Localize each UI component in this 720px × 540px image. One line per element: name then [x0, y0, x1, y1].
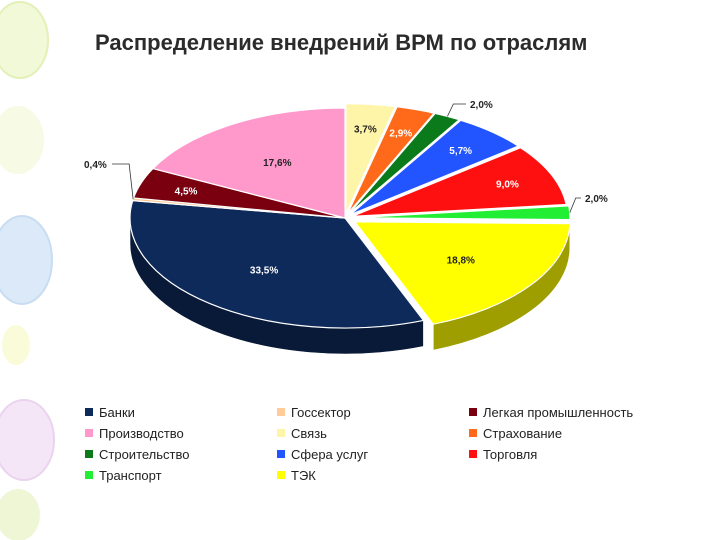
pie-label-5: 9,0%	[496, 180, 519, 191]
pie-chart: 3,7% 2,9% 2,0% 5,7% 9,0% 2,0% 18,8% 33,5% 0,4% 4,…	[84, 100, 608, 355]
leader-line-3	[447, 103, 466, 117]
legend-swatch	[277, 450, 285, 458]
pie-label-9: 0,4%	[84, 160, 107, 171]
pie-label-1: 3,7%	[354, 124, 377, 135]
pie-slice-11	[151, 107, 346, 219]
legend-item-11: ТЭК	[277, 467, 469, 483]
pie-slice-5	[352, 147, 567, 217]
legend-label: Легкая промышленность	[483, 404, 634, 420]
page-title: Распределение внедрений ВРМ по отраслям	[95, 30, 588, 55]
legend-swatch	[469, 429, 477, 437]
legend-swatch	[277, 408, 285, 416]
legend-item-2: Госсектор	[277, 404, 469, 420]
legend-swatch	[85, 450, 93, 458]
legend-label: Производство	[99, 425, 184, 441]
leader-line-6	[569, 197, 581, 213]
legend-swatch	[469, 450, 477, 458]
legend-item-9: Торговля	[469, 446, 685, 462]
legend-label: Сфера услуг	[291, 446, 369, 462]
pie-label-4: 5,7%	[449, 146, 472, 157]
pie-slice-7	[353, 221, 571, 325]
pie-label-8: 33,5%	[250, 265, 278, 276]
pie-label-3: 2,0%	[470, 100, 493, 111]
pie-label-6: 2,0%	[585, 194, 608, 205]
legend-label: Связь	[291, 425, 327, 441]
legend-item-10: Транспорт	[85, 467, 277, 483]
leader-line-9	[112, 163, 134, 200]
legend-item-6: Страхование	[469, 425, 685, 441]
pie-label-2: 2,9%	[389, 128, 412, 139]
legend-item-8: Сфера услуг	[277, 446, 469, 462]
legend-label: Банки	[99, 404, 135, 420]
legend-swatch	[85, 429, 93, 437]
legend-label: ТЭК	[291, 467, 316, 483]
decorative-balloons	[0, 1, 55, 540]
legend-label: Транспорт	[99, 467, 162, 483]
chart-legend: Банки Госсектор Легкая промышленность Произ…	[85, 404, 685, 483]
pie-label-10: 4,5%	[175, 187, 198, 198]
legend-item-3: Легкая промышленность	[469, 404, 685, 420]
pie-slice-4	[349, 119, 520, 216]
legend-swatch	[277, 471, 285, 479]
legend-item-4: Производство	[85, 425, 277, 441]
pie-slice-1	[345, 103, 397, 214]
legend-label: Страхование	[483, 425, 563, 441]
pie-slice-2	[346, 106, 436, 215]
legend-swatch	[469, 408, 477, 416]
legend-label: Строительство	[99, 446, 190, 462]
pie-slice-8	[129, 200, 425, 329]
pie-label-11: 17,6%	[263, 158, 291, 169]
legend-label: Торговля	[483, 446, 538, 462]
legend-label: Госсектор	[291, 404, 351, 420]
legend-swatch	[85, 471, 93, 479]
legend-swatch	[85, 408, 93, 416]
legend-item-1: Банки	[85, 404, 277, 420]
legend-item-7: Строительство	[85, 446, 277, 462]
legend-item-5: Связь	[277, 425, 469, 441]
pie-label-7: 18,8%	[447, 255, 475, 266]
legend-swatch	[277, 429, 285, 437]
